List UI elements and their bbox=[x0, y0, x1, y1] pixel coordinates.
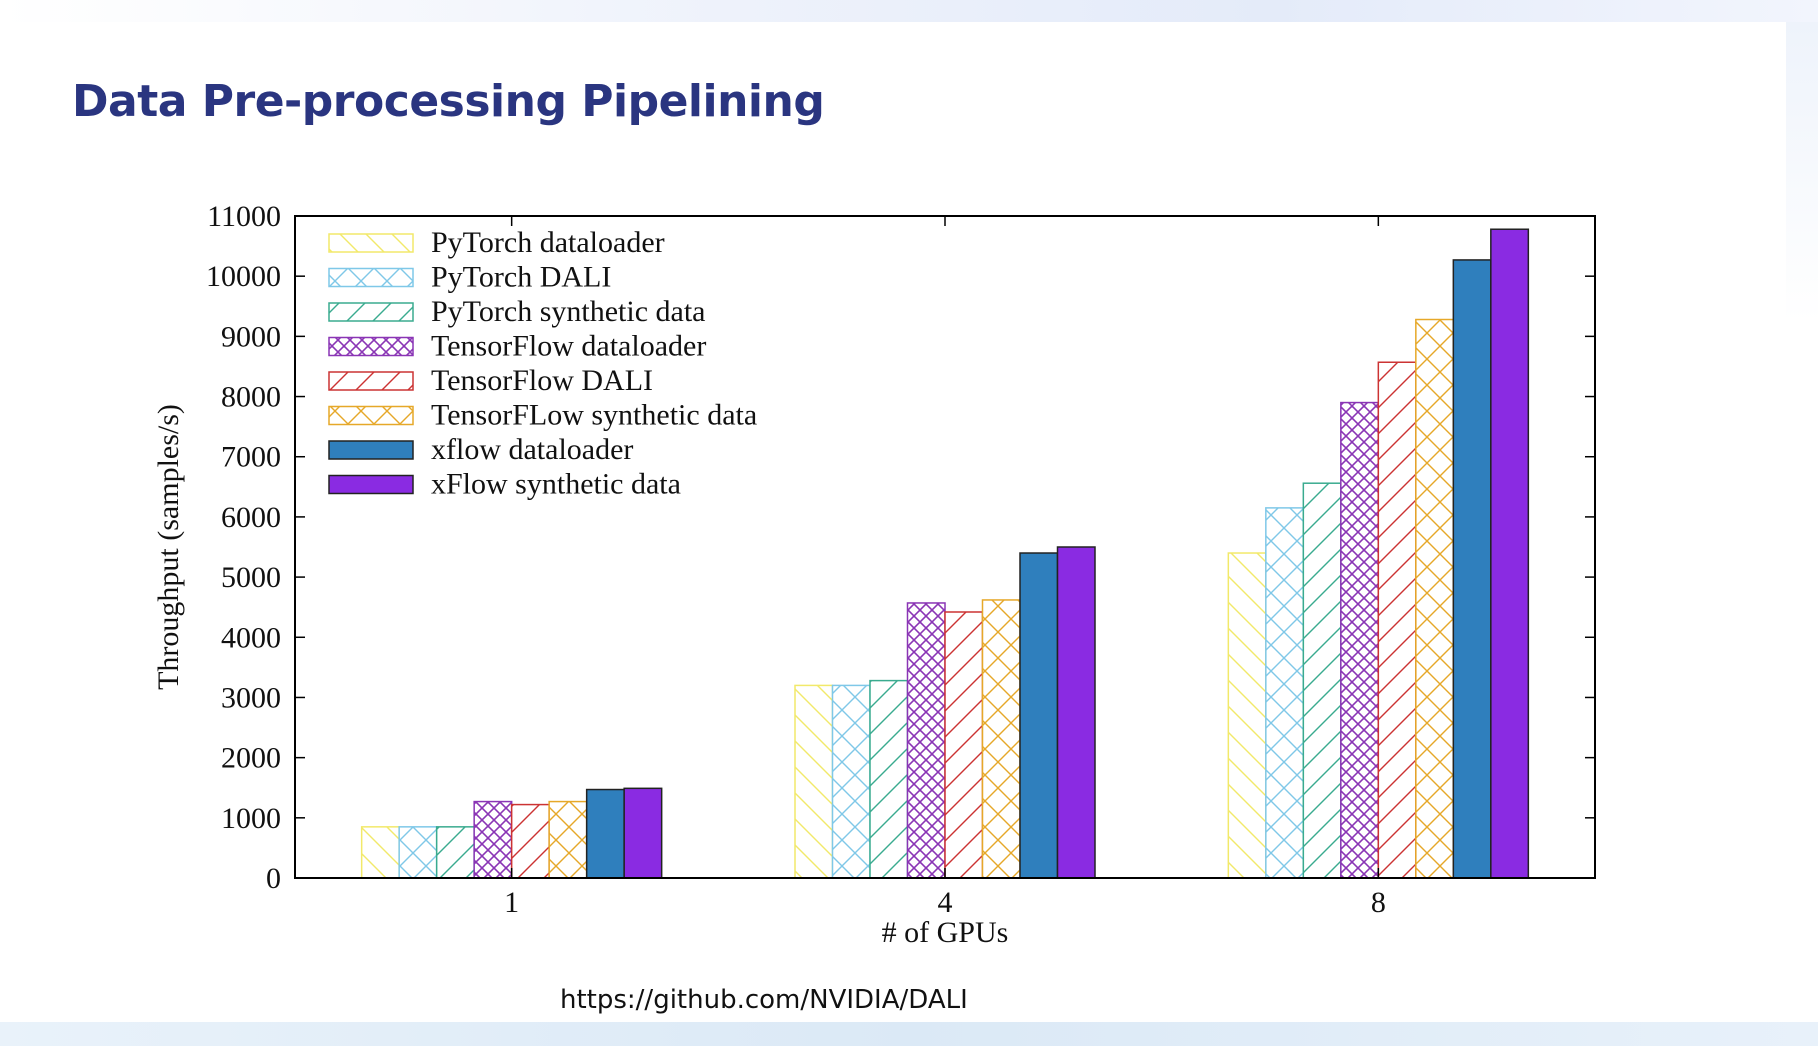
legend-label: xFlow synthetic data bbox=[431, 468, 681, 501]
bar-xflow-dataloader-1 bbox=[585, 788, 625, 879]
y-axis: 0 1000 2000 3000 4000 5000 6000 7000 8000 9000 100… bbox=[206, 200, 1595, 895]
bar-xflow-synthetic-data-8 bbox=[1490, 228, 1530, 879]
legend-swatch bbox=[328, 405, 414, 426]
bar-xflow-synthetic-data-1 bbox=[623, 787, 663, 879]
top-decorative-band bbox=[0, 0, 1818, 22]
legend-swatch bbox=[328, 302, 414, 322]
x-axis-label: # of GPUs bbox=[882, 916, 1009, 949]
bar-pytorch-synthetic-data-1 bbox=[435, 826, 475, 879]
y-tick-label: 3000 bbox=[221, 681, 281, 714]
bar-pytorch-dataloader-1 bbox=[360, 826, 400, 879]
slide-title: Data Pre-processing Pipelining bbox=[72, 76, 825, 127]
legend-label: PyTorch dataloader bbox=[431, 226, 665, 259]
y-tick-label: 4000 bbox=[221, 621, 281, 654]
bar-xflow-dataloader-8 bbox=[1452, 259, 1492, 879]
x-tick-label: 8 bbox=[1371, 886, 1386, 919]
legend-swatch bbox=[328, 267, 414, 288]
bar-tensorflow-dataloader-4 bbox=[906, 602, 946, 879]
bar-tensorflow-synthetic-data-8 bbox=[1415, 318, 1455, 879]
legend-swatch bbox=[328, 336, 414, 357]
legend-label: TensorFlow dataloader bbox=[431, 330, 706, 363]
bar-pytorch-dali-8 bbox=[1265, 507, 1305, 879]
legend-swatch bbox=[328, 474, 414, 495]
legend-label: xflow dataloader bbox=[431, 433, 633, 466]
bar-tensorflow-dali-1 bbox=[510, 803, 550, 879]
right-decorative-strip bbox=[1786, 22, 1818, 1022]
bottom-decorative-band bbox=[0, 1022, 1818, 1046]
bar-tensorflow-dataloader-1 bbox=[473, 800, 513, 879]
x-axis: 1 4 8 bbox=[504, 216, 1386, 919]
legend-label: PyTorch synthetic data bbox=[431, 295, 706, 328]
bar-tensorflow-synthetic-data-1 bbox=[548, 800, 588, 879]
bar-pytorch-dataloader-4 bbox=[794, 684, 834, 879]
legend-swatch bbox=[328, 371, 414, 391]
y-axis-label: Throughput (samples/s) bbox=[152, 404, 185, 690]
y-tick-label: 1000 bbox=[221, 802, 281, 835]
y-tick-label: 0 bbox=[266, 862, 281, 895]
y-tick-label: 8000 bbox=[221, 381, 281, 414]
x-tick-label: 1 bbox=[504, 886, 519, 919]
legend-swatch bbox=[328, 233, 414, 253]
throughput-bar-chart: 0 1000 2000 3000 4000 5000 6000 7000 8000 9000 100… bbox=[152, 200, 1596, 949]
legend-label: TensorFlow DALI bbox=[431, 364, 653, 397]
legend-label: PyTorch DALI bbox=[431, 261, 611, 294]
y-tick-label: 5000 bbox=[221, 561, 281, 594]
bar-pytorch-dali-1 bbox=[398, 826, 438, 879]
y-tick-label: 9000 bbox=[221, 320, 281, 353]
bar-pytorch-dataloader-8 bbox=[1227, 552, 1267, 879]
bar-tensorflow-dali-8 bbox=[1377, 361, 1417, 879]
bar-pytorch-synthetic-data-8 bbox=[1302, 482, 1342, 879]
legend-swatch bbox=[328, 440, 414, 460]
source-link[interactable]: https://github.com/NVIDIA/DALI bbox=[560, 985, 968, 1015]
plot-frame bbox=[294, 215, 1596, 879]
y-tick-label: 10000 bbox=[206, 260, 281, 293]
bars bbox=[360, 228, 1530, 879]
bar-pytorch-dali-4 bbox=[831, 684, 871, 879]
bar-pytorch-synthetic-data-4 bbox=[869, 679, 909, 879]
x-tick-label: 4 bbox=[938, 886, 953, 919]
y-tick-label: 6000 bbox=[221, 501, 281, 534]
bar-xflow-synthetic-data-4 bbox=[1056, 546, 1096, 879]
y-tick-label: 7000 bbox=[221, 441, 281, 474]
bar-tensorflow-dataloader-8 bbox=[1340, 401, 1380, 879]
bar-xflow-dataloader-4 bbox=[1019, 552, 1059, 879]
bar-tensorflow-synthetic-data-4 bbox=[981, 599, 1021, 879]
y-tick-label: 2000 bbox=[221, 742, 281, 775]
bar-tensorflow-dali-4 bbox=[944, 611, 984, 879]
legend-label: TensorFLow synthetic data bbox=[431, 399, 757, 432]
y-tick-label: 11000 bbox=[207, 200, 281, 233]
